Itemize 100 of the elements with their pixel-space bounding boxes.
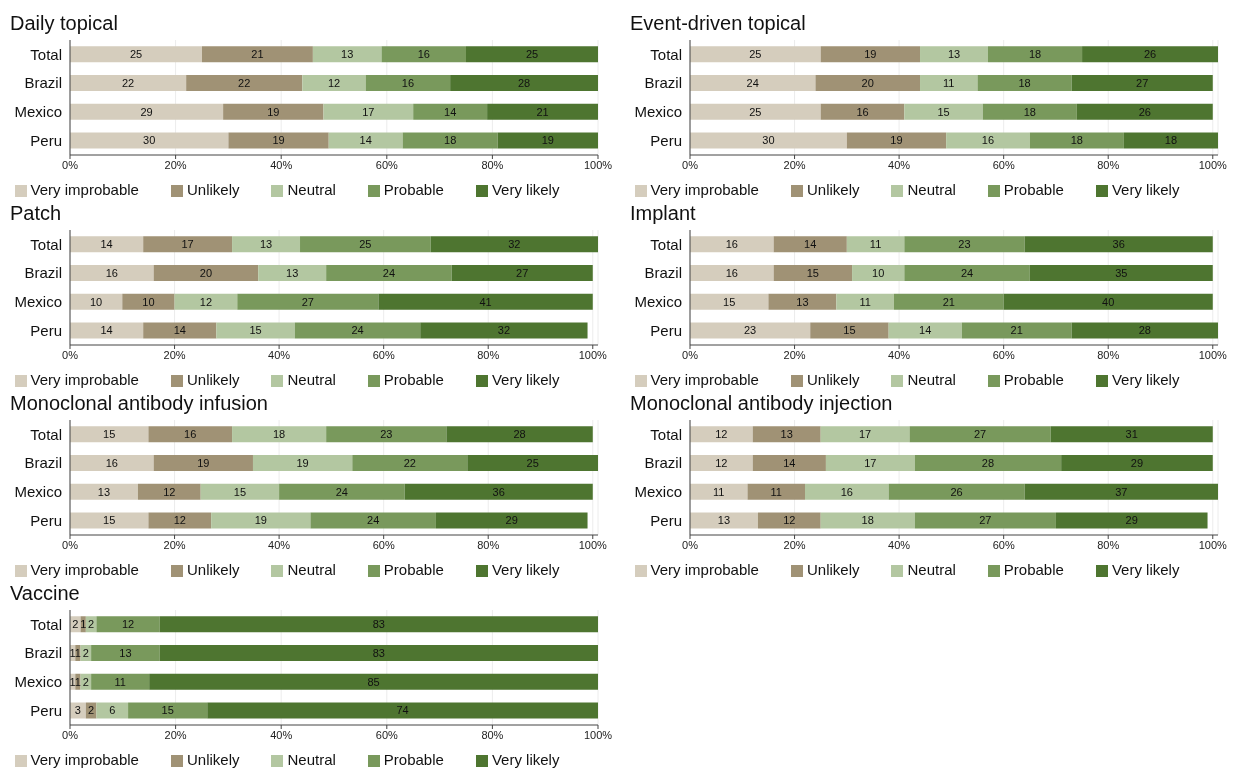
bar [159, 616, 598, 633]
bar [381, 46, 466, 63]
data-label: 18 [1018, 76, 1031, 89]
legend-label: Very likely [491, 181, 560, 198]
bar [977, 75, 1072, 92]
bar [904, 265, 1030, 282]
x-tick-label: 20% [163, 538, 186, 551]
bar [487, 103, 598, 120]
data-label: 1 [80, 618, 87, 631]
data-label: 10 [872, 266, 885, 279]
data-label: 16 [105, 456, 118, 469]
data-label: 15 [843, 324, 856, 337]
data-label: 36 [1112, 238, 1125, 251]
bar [402, 132, 498, 149]
y-tick-label: Total [30, 45, 62, 63]
bar [216, 322, 295, 339]
x-tick-label: 0% [682, 348, 699, 361]
data-label: 20 [199, 266, 213, 279]
data-label: 11 [713, 485, 725, 498]
bar [91, 645, 160, 662]
legend-label: Very improbable [30, 561, 139, 578]
bar [252, 455, 353, 472]
legend-label: Very improbable [30, 371, 139, 388]
data-label: 12 [715, 428, 728, 441]
data-label: 29 [505, 514, 518, 527]
data-label: 19 [197, 456, 210, 469]
bar [143, 236, 233, 253]
data-label: 16 [417, 48, 430, 61]
bar [174, 293, 238, 310]
y-tick-label: Total [30, 425, 62, 443]
bar [805, 483, 889, 500]
bar [143, 322, 217, 339]
bar [1024, 483, 1218, 500]
data-label: 26 [1143, 48, 1157, 61]
data-label: 11 [859, 295, 871, 308]
bar [186, 75, 303, 92]
bar [888, 322, 962, 339]
bar [404, 483, 593, 500]
bar [757, 512, 821, 529]
x-tick-label: 0% [62, 158, 79, 171]
data-label: 19 [890, 134, 903, 147]
data-label: 21 [1010, 324, 1023, 337]
bar [258, 265, 327, 282]
data-label: 26 [950, 485, 963, 498]
legend-label: Unlikely [186, 561, 240, 578]
data-label: 11 [943, 76, 955, 89]
x-tick-label: 0% [682, 538, 699, 551]
data-label: 83 [372, 646, 386, 659]
bar [773, 236, 847, 253]
data-label: 16 [401, 76, 415, 89]
legend-label: Unlikely [806, 561, 860, 578]
legend-label: Very improbable [30, 751, 139, 768]
legend-label: Neutral [287, 181, 336, 198]
data-label: 13 [796, 295, 809, 308]
data-label: 15 [233, 485, 247, 498]
x-tick-label: 40% [888, 538, 911, 551]
data-label: 24 [960, 266, 974, 279]
y-tick-label: Brazil [24, 644, 62, 662]
bar [446, 426, 593, 443]
legend-label: Unlikely [806, 181, 860, 198]
x-tick-label: 60% [375, 728, 399, 741]
legend-label: Very likely [491, 371, 560, 388]
y-tick-label: Brazil [24, 454, 62, 472]
legend-label: Probable [383, 371, 444, 388]
data-label: 18 [861, 514, 874, 527]
legend-label: Very improbable [650, 181, 759, 198]
bar [888, 483, 1025, 500]
bar [690, 265, 774, 282]
data-label: 21 [942, 295, 955, 308]
x-tick-label: 80% [1097, 538, 1120, 551]
x-tick-label: 100% [1198, 348, 1228, 361]
data-label: 15 [161, 704, 174, 717]
data-label: 14 [783, 456, 796, 469]
bar [435, 512, 588, 529]
x-tick-label: 100% [583, 158, 613, 171]
data-label: 37 [1115, 485, 1128, 498]
bar [820, 426, 910, 443]
data-label: 12 [783, 514, 796, 527]
data-label: 15 [249, 324, 262, 337]
data-label: 13 [286, 266, 299, 279]
x-tick-label: 40% [268, 348, 291, 361]
x-tick-label: 80% [1097, 348, 1120, 361]
data-label: 29 [1130, 456, 1144, 469]
data-label: 41 [479, 295, 492, 308]
data-label: 18 [1070, 134, 1083, 147]
legend-label: Very likely [1111, 371, 1180, 388]
data-label: 26 [1138, 105, 1151, 118]
data-label: 1 [74, 646, 81, 659]
chart-title: Patch [9, 201, 63, 226]
data-label: 25 [525, 48, 539, 61]
data-label: 15 [723, 295, 736, 308]
x-tick-label: 60% [372, 538, 395, 551]
bar [690, 103, 821, 120]
data-label: 85 [367, 675, 380, 688]
bar [909, 426, 1051, 443]
data-label: 22 [238, 76, 251, 89]
legend-label: Unlikely [806, 371, 860, 388]
data-label: 16 [840, 485, 853, 498]
bar [326, 426, 447, 443]
bar [70, 103, 224, 120]
